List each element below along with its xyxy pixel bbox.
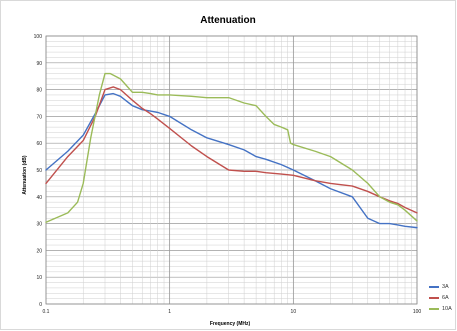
legend-item-6a: 6A bbox=[429, 292, 452, 303]
chart-title: Attenuation bbox=[200, 15, 256, 26]
y-tick-label: 10 bbox=[36, 275, 42, 281]
legend-item-10a: 10A bbox=[429, 303, 452, 314]
y-tick-label: 30 bbox=[36, 222, 42, 228]
y-tick-label: 0 bbox=[39, 302, 42, 308]
legend-label: 10A bbox=[442, 305, 452, 312]
axes: 0 10 20 30 40 50 60 70 80 90 100 0.1 1 10 100 bbox=[34, 34, 422, 315]
y-tick-label: 100 bbox=[34, 34, 43, 40]
y-tick-label: 50 bbox=[36, 168, 42, 174]
y-tick-label: 90 bbox=[36, 61, 42, 67]
x-axis-label: Frequency (MHz) bbox=[210, 321, 251, 327]
legend: 3A 6A 10A bbox=[429, 281, 452, 314]
legend-swatch bbox=[429, 296, 439, 299]
y-tick-label: 40 bbox=[36, 195, 42, 201]
y-tick-label: 20 bbox=[36, 248, 42, 254]
x-tick-label: 10 bbox=[291, 309, 297, 315]
legend-swatch bbox=[429, 307, 439, 310]
series-line-6a bbox=[45, 86, 418, 214]
legend-swatch bbox=[429, 285, 439, 288]
x-tick-label: 1 bbox=[168, 309, 171, 315]
legend-label: 3A bbox=[442, 283, 449, 290]
y-axis-label: Attenuation (dB) bbox=[22, 155, 28, 194]
grid bbox=[45, 35, 418, 305]
y-tick-label: 70 bbox=[36, 114, 42, 120]
series-line-10a bbox=[45, 72, 418, 223]
x-tick-label: 0.1 bbox=[43, 309, 50, 315]
series-lines bbox=[45, 72, 418, 229]
y-tick-label: 80 bbox=[36, 88, 42, 94]
legend-item-3a: 3A bbox=[429, 281, 452, 292]
series-line-3a bbox=[45, 92, 418, 229]
x-tick-label: 100 bbox=[413, 309, 422, 315]
y-tick-label: 60 bbox=[36, 141, 42, 147]
legend-label: 6A bbox=[442, 294, 449, 301]
